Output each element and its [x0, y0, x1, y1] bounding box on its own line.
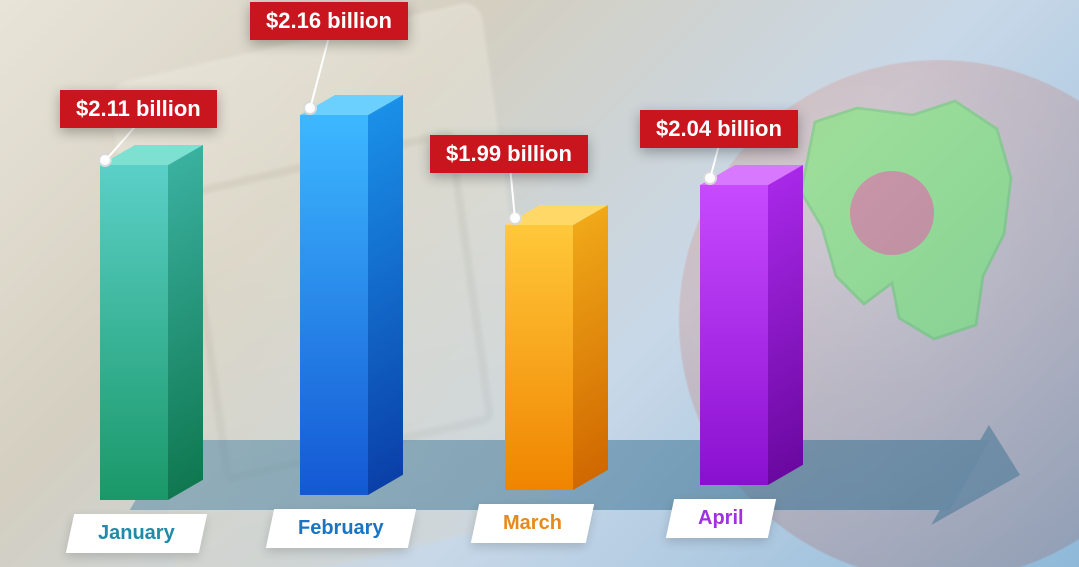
month-label: March	[471, 504, 594, 543]
value-tag: $2.04 billion	[640, 110, 798, 148]
bar-front	[700, 185, 768, 485]
remittance-bar-chart: $2.11 billion January $2.16 billion Februar…	[0, 0, 1079, 567]
bar-side	[573, 205, 608, 490]
month-label-text: April	[698, 507, 744, 530]
month-label-text: January	[98, 522, 175, 545]
bar-front	[300, 115, 368, 495]
bar-front	[505, 225, 573, 490]
month-label: April	[666, 499, 776, 538]
bar-side	[168, 145, 203, 500]
month-label: January	[66, 514, 207, 553]
month-label-text: March	[503, 512, 562, 535]
bar-side	[368, 95, 403, 495]
value-tag: $2.11 billion	[60, 90, 217, 128]
bar-side	[768, 165, 803, 485]
month-label-text: February	[298, 517, 384, 540]
bar-front	[100, 165, 168, 500]
value-tag: $1.99 billion	[430, 135, 588, 173]
value-tag: $2.16 billion	[250, 2, 408, 40]
month-label: February	[266, 509, 416, 548]
